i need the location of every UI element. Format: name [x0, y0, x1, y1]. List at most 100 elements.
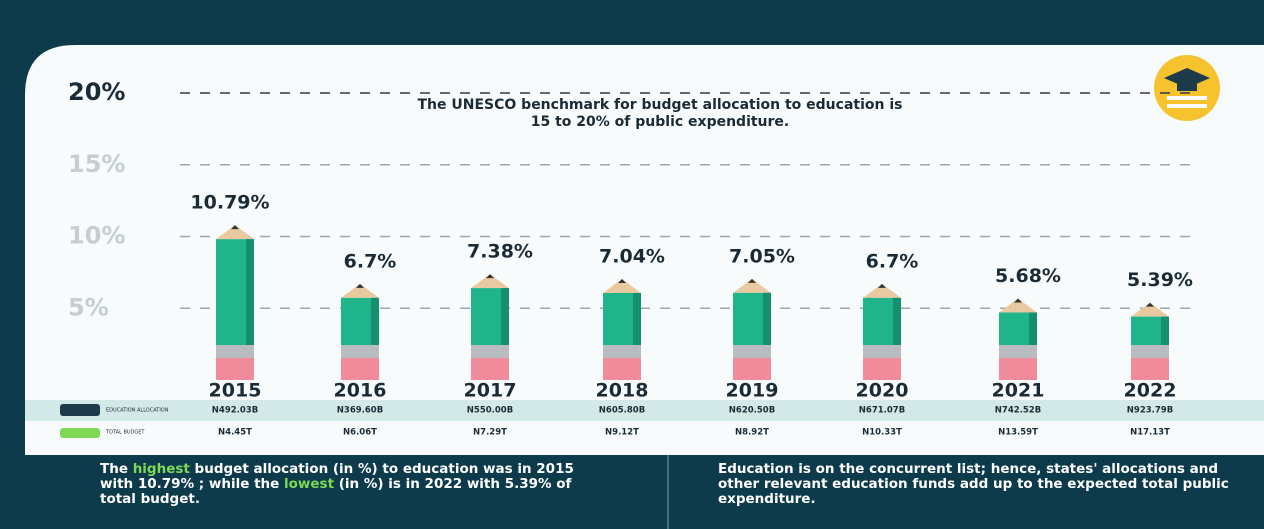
y-tick-label: 20%: [68, 78, 125, 106]
footer-text: lowest: [284, 476, 335, 492]
x-tick-label: 2015: [209, 380, 262, 402]
row-label: EDUCATION ALLOCATION: [106, 408, 169, 414]
pencil-tip: [471, 274, 509, 289]
row-value: N4.45T: [218, 428, 252, 438]
row-value: N923.79B: [1127, 406, 1173, 416]
row-icon: [60, 428, 100, 438]
pencil-band: [341, 345, 379, 358]
pencil-band: [603, 345, 641, 358]
pencil-band: [863, 345, 901, 358]
footer-text: The: [100, 461, 133, 477]
pencil-lead: [748, 278, 756, 283]
footer-text: (in %) is in 2022 with 5.39% of total bu…: [100, 476, 572, 507]
pencil-bar: [216, 225, 254, 380]
row-value: N8.92T: [735, 428, 769, 438]
x-tick-label: 2019: [726, 380, 779, 402]
row-value: N10.33T: [862, 428, 902, 438]
row-value: N620.50B: [729, 406, 775, 416]
footer-right: Education is on the concurrent list; hen…: [718, 461, 1229, 507]
pencil-shade: [246, 239, 254, 345]
pencil-tip: [603, 278, 641, 293]
pencil-eraser: [733, 358, 771, 380]
row-value: N7.29T: [473, 428, 507, 438]
cap-icon: [1154, 55, 1220, 121]
row-value: N17.13T: [1130, 428, 1170, 438]
pencil-lead: [1146, 302, 1154, 307]
x-tick-label: 2020: [856, 380, 909, 402]
row-icon: [60, 404, 100, 416]
row-value: N13.59T: [998, 428, 1038, 438]
row-value: N742.52B: [995, 406, 1041, 416]
pencil-shade: [893, 297, 901, 345]
pencil-tip: [733, 278, 771, 293]
pencil-eraser: [1131, 358, 1169, 380]
pencil-bar: [341, 283, 379, 380]
value-label: 7.04%: [599, 245, 665, 267]
pencil-tip: [863, 283, 901, 298]
row-value: N492.03B: [212, 406, 258, 416]
x-tick-label: 2018: [596, 380, 649, 402]
pencil-eraser: [603, 358, 641, 380]
pencil-bar: [603, 278, 641, 380]
row-value: N605.80B: [599, 406, 645, 416]
pencil-bar: [733, 278, 771, 380]
value-label: 7.38%: [467, 241, 533, 263]
pencil-bar: [863, 283, 901, 380]
row-value: N6.06T: [343, 428, 377, 438]
footer-left: The highest budget allocation (in %) to …: [100, 462, 600, 507]
row-value: N671.07B: [859, 406, 905, 416]
value-label: 10.79%: [190, 192, 269, 214]
pencil-eraser: [216, 358, 254, 380]
card: [25, 45, 1264, 455]
x-tick-label: 2022: [1124, 380, 1177, 402]
value-label: 7.05%: [729, 245, 795, 267]
pencil-eraser: [341, 358, 379, 380]
row-value: N369.60B: [337, 406, 383, 416]
y-tick-label: 10%: [68, 222, 125, 250]
x-tick-label: 2017: [464, 380, 517, 402]
row-value: N9.12T: [605, 428, 639, 438]
pencil-bar: [471, 274, 509, 380]
chart-title: The UNESCO benchmark for budget allocati…: [418, 97, 903, 113]
pencil-lead: [486, 274, 494, 279]
footer-text: highest: [132, 461, 190, 477]
pencil-tip: [1131, 302, 1169, 317]
row-label: TOTAL BUDGET: [105, 430, 145, 436]
pencil-band: [471, 345, 509, 358]
pencil-tip: [341, 283, 379, 298]
pencil-eraser: [863, 358, 901, 380]
pencil-shade: [763, 292, 771, 345]
y-tick-label: 15%: [68, 150, 125, 178]
pencil-lead: [1014, 298, 1022, 303]
pencil-shade: [371, 297, 379, 345]
pencil-band: [999, 345, 1037, 358]
pencil-shade: [1161, 316, 1169, 345]
pencil-eraser: [999, 358, 1037, 380]
value-label: 5.68%: [995, 265, 1061, 287]
pencil-band: [733, 345, 771, 358]
pencil-band: [1131, 345, 1169, 358]
pencil-tip: [216, 225, 254, 240]
pencil-tip: [999, 298, 1037, 313]
row-band: [25, 400, 1264, 421]
pencil-lead: [356, 283, 364, 288]
chart-title: 15 to 20% of public expenditure.: [531, 114, 790, 130]
value-label: 6.7%: [344, 250, 397, 272]
title-bg: [265, 95, 1055, 135]
pencil-eraser: [471, 358, 509, 380]
y-tick-label: 5%: [68, 293, 109, 321]
pencil-band: [216, 345, 254, 358]
footer-text: budget allocation (in %) to education wa…: [100, 461, 574, 492]
value-label: 6.7%: [866, 250, 919, 272]
row-value: N550.00B: [467, 406, 513, 416]
pencil-shade: [633, 292, 641, 345]
pencil-lead: [878, 283, 886, 288]
pencil-lead: [618, 278, 626, 283]
pencil-shade: [1029, 312, 1037, 345]
value-label: 5.39%: [1127, 269, 1193, 291]
x-tick-label: 2021: [992, 380, 1045, 402]
pencil-shade: [501, 288, 509, 345]
pencil-bar: [1131, 302, 1169, 380]
